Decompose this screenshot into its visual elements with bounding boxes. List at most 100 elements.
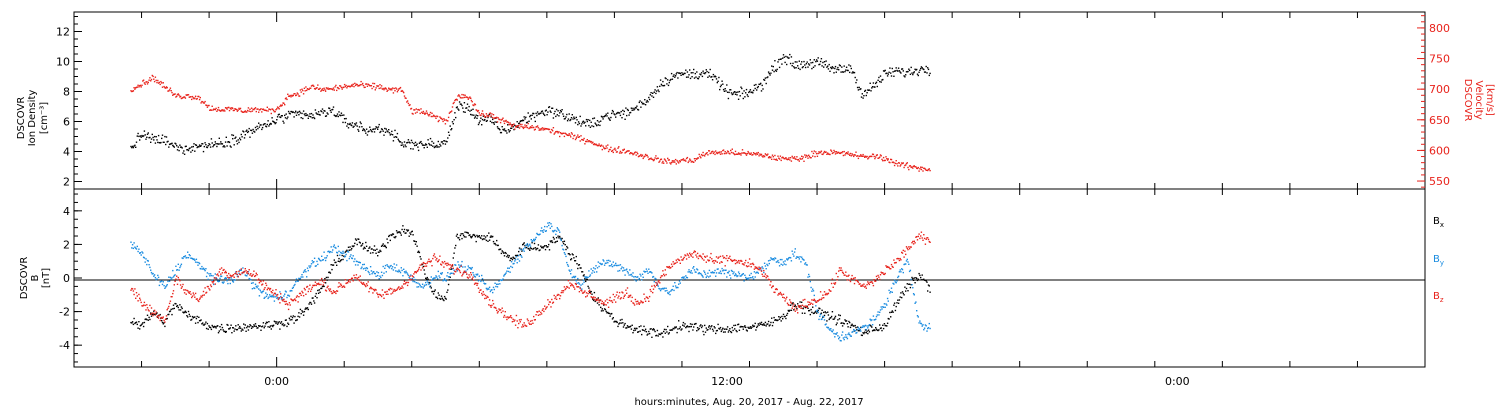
data-point	[359, 275, 361, 277]
data-point	[883, 323, 886, 325]
data-point	[675, 163, 677, 165]
data-point	[786, 158, 788, 160]
data-point	[607, 117, 610, 119]
data-point	[517, 254, 519, 257]
data-point	[482, 115, 484, 117]
data-point	[423, 147, 425, 149]
data-point	[629, 153, 631, 155]
data-point	[611, 263, 613, 266]
data-point	[476, 109, 478, 112]
data-point	[825, 323, 827, 325]
data-point	[205, 268, 207, 270]
data-point	[503, 128, 506, 130]
data-point	[397, 271, 399, 273]
data-point	[210, 138, 213, 140]
data-point	[761, 84, 763, 87]
data-point	[216, 145, 218, 148]
data-point	[295, 278, 298, 280]
data-point	[817, 57, 819, 59]
data-point	[712, 330, 715, 332]
data-point	[844, 70, 846, 73]
data-point	[248, 127, 250, 130]
data-point	[881, 158, 883, 161]
data-point	[235, 272, 237, 275]
data-point	[303, 287, 306, 290]
data-point	[288, 302, 291, 304]
data-point	[373, 290, 376, 292]
velocity-tick-label: 750	[1429, 53, 1450, 66]
data-point	[271, 324, 273, 327]
data-point	[422, 287, 425, 289]
data-point	[501, 307, 503, 309]
data-point	[485, 297, 488, 299]
data-point	[653, 284, 655, 287]
data-point	[292, 94, 294, 97]
data-point	[336, 89, 338, 92]
data-point	[345, 253, 347, 256]
data-point	[540, 227, 543, 229]
data-point	[310, 116, 312, 118]
data-point	[548, 301, 551, 303]
data-point	[391, 288, 393, 290]
data-point	[587, 285, 589, 288]
data-point	[421, 263, 424, 265]
data-point	[583, 274, 585, 276]
data-point	[294, 112, 296, 114]
data-point	[518, 122, 521, 124]
data-point	[318, 113, 320, 116]
data-point	[179, 265, 182, 267]
data-point	[607, 306, 610, 308]
data-point	[461, 275, 463, 277]
data-point	[240, 269, 242, 271]
data-point	[431, 279, 433, 281]
data-point	[696, 327, 699, 329]
data-point	[232, 134, 235, 137]
data-point	[239, 327, 242, 329]
data-point	[396, 132, 399, 135]
data-point	[303, 270, 306, 272]
data-point	[714, 327, 716, 329]
data-point	[825, 151, 827, 153]
data-point	[285, 113, 287, 115]
data-point	[796, 61, 798, 63]
data-point	[775, 261, 778, 263]
data-point	[228, 328, 231, 330]
data-point	[384, 264, 387, 267]
data-point	[363, 246, 365, 249]
data-point	[405, 97, 407, 99]
data-point	[354, 124, 357, 126]
data-point	[383, 245, 385, 247]
data-point	[235, 329, 238, 331]
data-point	[291, 316, 294, 319]
data-point	[773, 316, 775, 319]
data-point	[893, 283, 895, 285]
data-point	[609, 119, 611, 121]
data-point	[763, 323, 765, 325]
data-point	[699, 254, 701, 257]
data-point	[496, 239, 498, 242]
data-point	[282, 120, 284, 122]
data-point	[887, 300, 889, 302]
data-point	[479, 289, 481, 291]
data-point	[349, 255, 351, 258]
data-point	[805, 154, 808, 157]
data-point	[220, 143, 223, 145]
data-point	[539, 128, 541, 130]
data-point	[361, 126, 363, 128]
data-point	[615, 116, 617, 118]
data-point	[503, 129, 505, 131]
data-point	[901, 296, 903, 299]
data-point	[476, 234, 478, 237]
data-point	[139, 252, 142, 254]
data-point	[133, 145, 135, 147]
data-point	[168, 313, 170, 316]
data-point	[132, 290, 135, 292]
data-point	[522, 126, 524, 128]
data-point	[594, 300, 596, 303]
data-point	[374, 249, 376, 251]
data-point	[734, 262, 737, 265]
data-point	[383, 297, 385, 299]
data-point	[374, 288, 376, 291]
data-point	[451, 268, 454, 270]
data-point	[217, 280, 220, 283]
